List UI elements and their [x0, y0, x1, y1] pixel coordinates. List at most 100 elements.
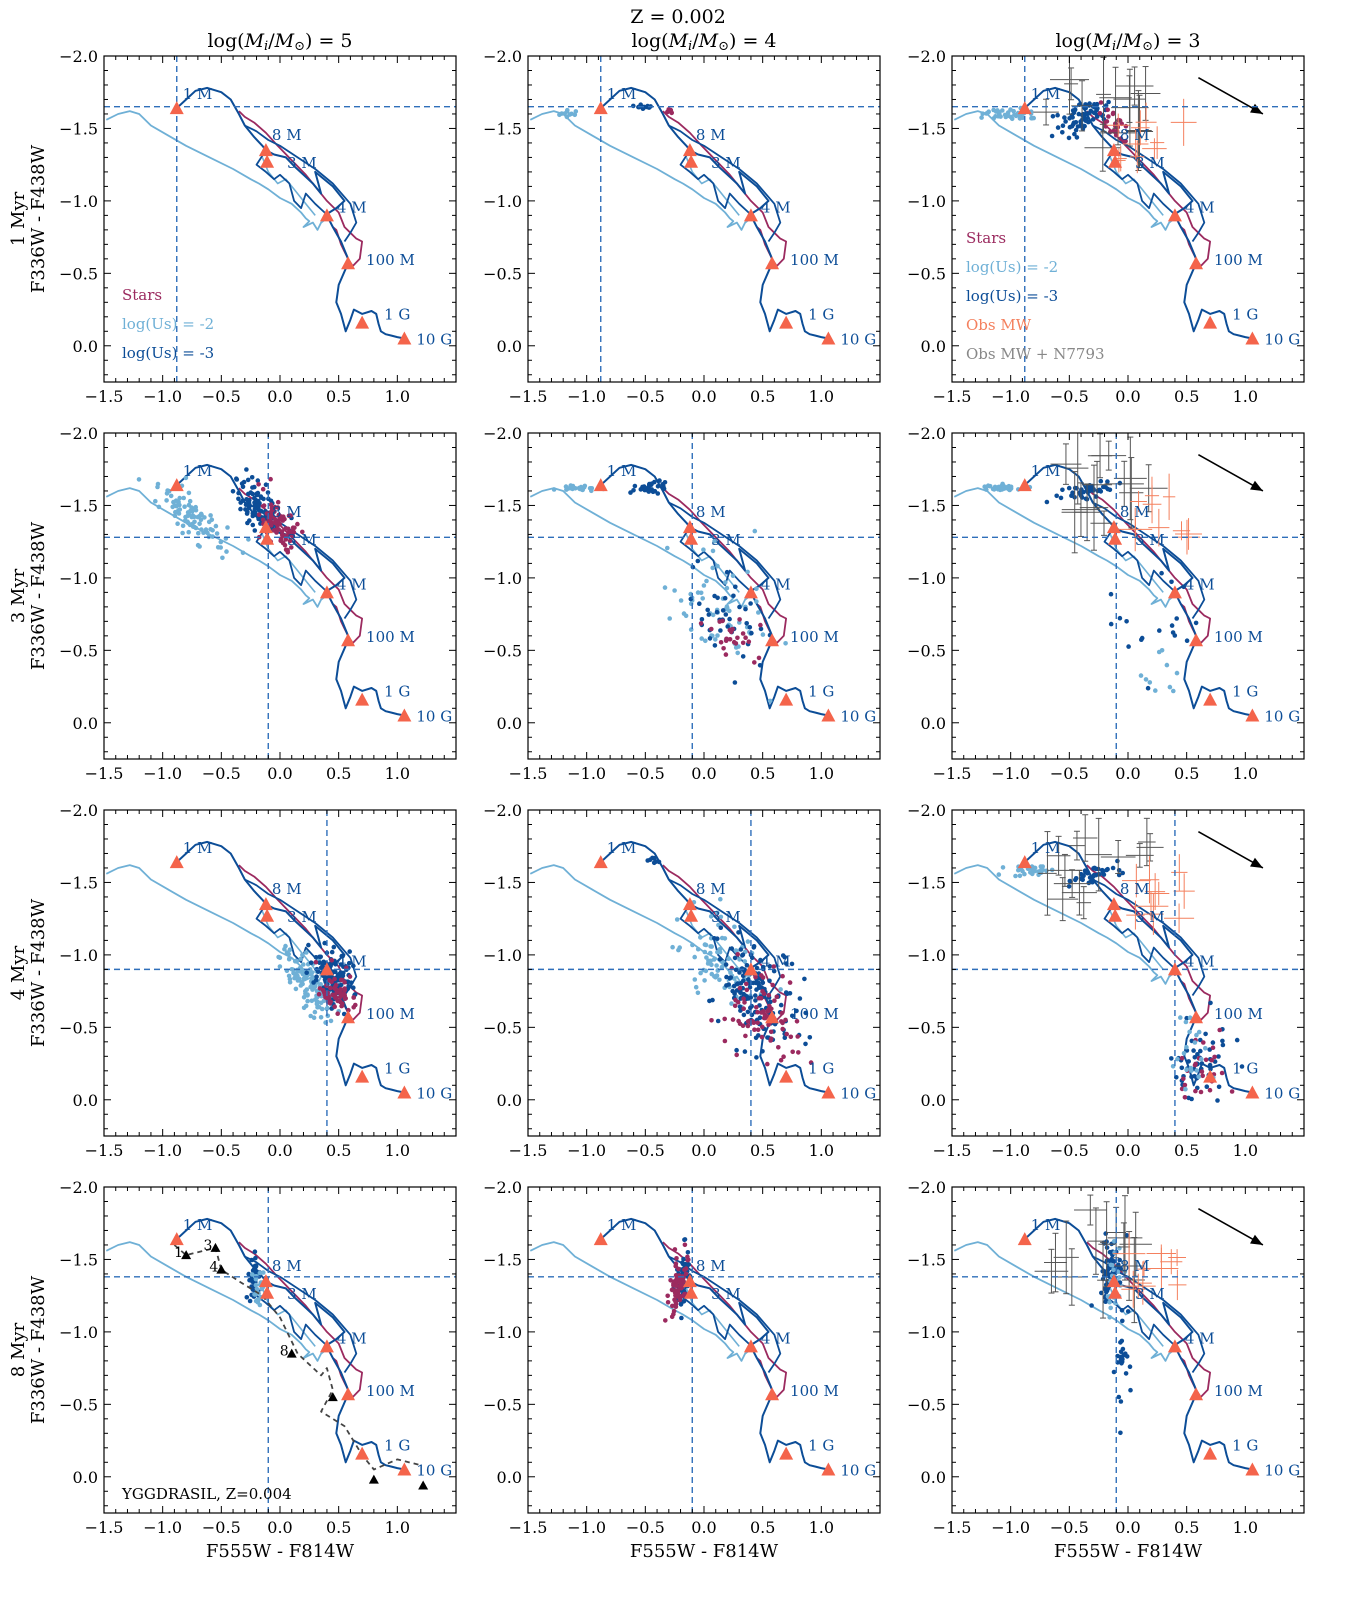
scatter-point [1210, 1045, 1216, 1050]
scatter-point [1101, 484, 1106, 490]
y-tick-label: −0.5 [907, 1018, 946, 1037]
scatter-point [249, 475, 255, 480]
scatter-point [709, 971, 715, 977]
scatter-point [665, 109, 670, 115]
scatter-point [325, 990, 331, 996]
ssp-age-marker [1245, 708, 1260, 722]
y-tick-label: −1.0 [907, 569, 946, 588]
row-age-label: 4 Myr [8, 945, 29, 1000]
ygg-age-marker [368, 1474, 379, 1484]
scatter-point [737, 617, 742, 622]
y-tick-label: −2.0 [907, 1178, 946, 1197]
scatter-point [299, 979, 304, 985]
scatter-point [704, 578, 709, 584]
panel-r1-c3: 1 M 8 M 3 M 4 M 100 M 1 G 10 G −1.5 −1.0 −0.5 0.0 0… [907, 47, 1305, 406]
y-tick-label: −1.5 [483, 496, 522, 515]
scatter-point [268, 476, 273, 482]
ssp-age-label: 8 M [696, 126, 726, 144]
y-tick-label: −0.5 [59, 641, 98, 660]
ssp-age-label: 100 M [1214, 1005, 1263, 1023]
scatter-point [193, 525, 199, 531]
scatter-point [768, 999, 773, 1005]
scatter-point [582, 483, 588, 489]
scatter-point [638, 487, 644, 492]
scatter-point [713, 637, 718, 642]
ssp-age-label: 3 M [1135, 531, 1165, 549]
scatter-point [727, 616, 732, 622]
scatter-point [761, 991, 767, 996]
y-tick-label: 0.0 [921, 1468, 946, 1487]
scatter-point [709, 962, 714, 968]
scatter-point [288, 513, 293, 518]
y-tick-label: −2.0 [59, 424, 98, 443]
scatter-point [1184, 1044, 1189, 1050]
scatter-point [723, 638, 729, 643]
scatter-point [1167, 684, 1173, 690]
scatter-point [1212, 1054, 1217, 1060]
scatter-point [741, 1012, 747, 1018]
scatter-point [760, 964, 766, 970]
y-tick-label: −1.0 [59, 569, 98, 588]
scatter-point [244, 511, 250, 516]
scatter-point [727, 637, 733, 642]
scatter-point [1169, 1056, 1174, 1061]
scatter-point [1179, 1086, 1185, 1092]
ssp-age-label: 4 M [761, 575, 791, 593]
ssp-age-label: 1 G [384, 1060, 410, 1078]
ssp-age-marker [1108, 908, 1123, 922]
scatter-point [338, 987, 343, 992]
plot-area: 1 M 8 M 3 M 4 M 100 M 1 G 10 G [104, 810, 456, 1136]
ygg-age-label: 8 [280, 1344, 289, 1360]
ssp-age-marker [260, 908, 275, 922]
stars-cloud [256, 476, 305, 555]
scatter-point [758, 622, 763, 628]
ssp-age-label: 1 M [183, 462, 213, 480]
scatter-point [301, 962, 306, 967]
scatter-point [643, 486, 648, 491]
scatter-point [1179, 1065, 1185, 1071]
scatter-point [1179, 1055, 1185, 1061]
scatter-point [1097, 111, 1103, 116]
y-axis-text: F336W - F438W [28, 1275, 49, 1424]
scatter-point [993, 114, 998, 119]
scatter-point [715, 563, 720, 569]
scatter-point [667, 616, 672, 621]
scatter-point [1199, 1056, 1204, 1062]
scatter-point [760, 980, 766, 986]
scatter-point [335, 1011, 341, 1016]
ssp-age-marker [1106, 143, 1121, 157]
plot-area: 1 M 8 M 3 M 4 M 100 M 1 G 10 G [952, 56, 1304, 382]
stars-cloud [698, 617, 763, 665]
scatter-point [268, 502, 274, 508]
scatter-point [996, 872, 1002, 877]
ssp-age-label: 3 M [711, 1285, 741, 1303]
x-tick-label: 0.5 [326, 387, 351, 406]
scatter-point [1118, 136, 1124, 141]
ssp-age-marker [1106, 520, 1121, 534]
ssp-age-label: 3 M [1135, 908, 1165, 926]
ssp-age-marker [593, 101, 608, 115]
y-tick-label: −2.0 [907, 47, 946, 66]
scatter-point [338, 962, 344, 967]
x-tick-label: 1.0 [385, 1518, 410, 1537]
x-tick-label: 0.5 [1174, 1141, 1199, 1160]
scatter-point [177, 495, 182, 501]
scatter-point [313, 977, 319, 983]
scatter-point [724, 569, 730, 575]
scatter-point [298, 983, 304, 988]
x-tick-label: 0.5 [750, 1518, 775, 1537]
scatter-point [783, 1017, 788, 1023]
scatter-point [287, 947, 293, 952]
us2-track [529, 487, 752, 608]
ssp-age-label: 1 M [1031, 85, 1061, 103]
y-tick-label: −1.0 [59, 1323, 98, 1342]
scatter-point [276, 954, 281, 960]
scatter-point [261, 1270, 266, 1275]
scatter-point [776, 1045, 781, 1050]
scatter-point [301, 995, 307, 1000]
scatter-point [718, 896, 723, 902]
x-tick-label: 0.0 [691, 1518, 716, 1537]
ssp-age-marker [341, 633, 356, 647]
scatter-point [754, 1005, 759, 1010]
scatter-point [187, 498, 193, 504]
